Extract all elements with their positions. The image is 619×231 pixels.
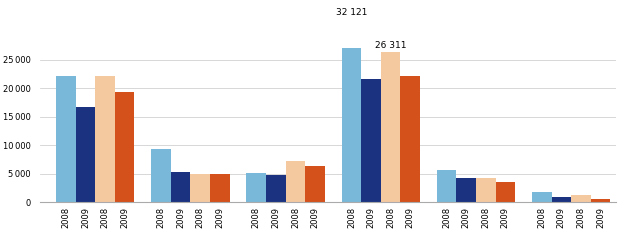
Bar [285, 161, 305, 202]
Bar [171, 172, 191, 202]
Text: 32 121: 32 121 [335, 8, 367, 17]
Bar [496, 182, 515, 202]
Bar [532, 192, 552, 202]
Bar [95, 76, 115, 202]
Bar [76, 107, 95, 202]
Bar [437, 170, 456, 202]
Bar [56, 76, 76, 202]
Bar [342, 19, 361, 202]
Text: 26 311: 26 311 [375, 41, 406, 50]
Bar [266, 175, 285, 202]
Bar [191, 174, 210, 202]
Bar [400, 76, 420, 202]
Bar [115, 92, 134, 202]
Bar [456, 178, 476, 202]
Bar [591, 199, 610, 202]
Bar [381, 52, 400, 202]
Bar [210, 174, 230, 202]
Bar [571, 195, 591, 202]
Bar [361, 79, 381, 202]
Bar [151, 149, 171, 202]
Bar [305, 166, 325, 202]
Bar [552, 197, 571, 202]
Bar [476, 178, 496, 202]
Bar [246, 173, 266, 202]
